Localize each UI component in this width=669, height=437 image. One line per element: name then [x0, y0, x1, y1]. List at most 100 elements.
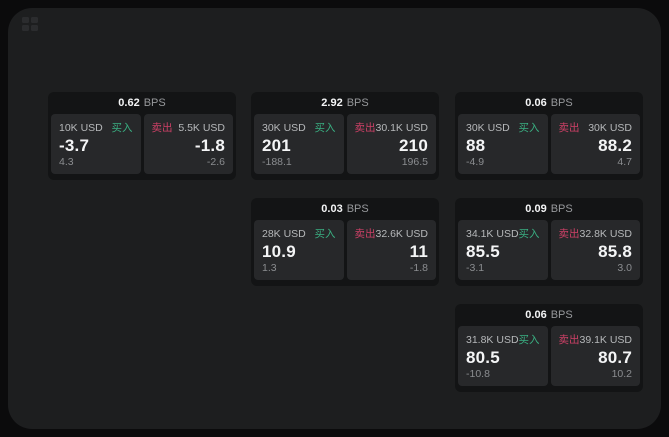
- buy-side-label: 买入: [111, 122, 133, 134]
- buy-panel-top: 31.8K USD 买入: [466, 332, 540, 347]
- sell-price: -1.8: [194, 136, 225, 155]
- sell-panel[interactable]: 卖出 5.5K USD -1.8 -2.6: [143, 114, 233, 174]
- buy-panel-top: 34.1K USD 买入: [466, 226, 540, 241]
- bps-value: 0.03: [321, 203, 343, 215]
- quote-panels: 28K USD 买入 10.9 1.3 卖出 32.6K USD 11 -1.8: [251, 220, 439, 283]
- sell-panel[interactable]: 卖出 32.6K USD 11 -1.8: [346, 220, 436, 280]
- buy-price: -3.7: [59, 136, 90, 155]
- buy-side-label: 买入: [314, 228, 336, 240]
- sell-price: 11: [409, 242, 428, 261]
- sell-panel-top: 卖出 39.1K USD: [559, 332, 633, 347]
- buy-panel[interactable]: 34.1K USD 买入 85.5 -3.1: [458, 220, 548, 280]
- buy-delta: -10.8: [466, 368, 490, 380]
- grid-menu-icon[interactable]: [22, 17, 38, 31]
- main-screen: 0.62 BPS 10K USD 买入 -3.7 4.3 卖出 5.5K USD…: [8, 8, 661, 429]
- quote-panels: 31.8K USD 买入 80.5 -10.8 卖出 39.1K USD 80.…: [455, 326, 643, 389]
- sell-amount: 30K USD: [588, 121, 632, 134]
- buy-delta: -3.1: [466, 262, 485, 274]
- quote-card: 0.06 BPS 30K USD 买入 88 -4.9 卖出 30K USD 8…: [455, 92, 643, 180]
- sell-side-label: 卖出: [558, 334, 580, 346]
- quote-card: 0.06 BPS 31.8K USD 买入 80.5 -10.8 卖出 39.1…: [455, 304, 643, 392]
- sell-panel-top: 卖出 32.8K USD: [559, 226, 633, 241]
- bps-unit-label: BPS: [550, 97, 573, 109]
- bps-header: 0.06 BPS: [455, 304, 643, 326]
- bps-value: 2.92: [321, 97, 343, 109]
- buy-panel[interactable]: 31.8K USD 买入 80.5 -10.8: [458, 326, 548, 386]
- buy-price: 88: [466, 136, 486, 155]
- sell-delta: -2.6: [206, 156, 225, 168]
- buy-delta: 4.3: [59, 156, 74, 168]
- sell-panel[interactable]: 卖出 32.8K USD 85.8 3.0: [550, 220, 640, 280]
- sell-delta: 10.2: [611, 368, 632, 380]
- buy-amount: 30K USD: [466, 121, 510, 134]
- bps-header: 2.92 BPS: [251, 92, 439, 114]
- sell-panel-top: 卖出 5.5K USD: [152, 120, 226, 135]
- buy-side-label: 买入: [518, 334, 540, 346]
- bps-unit-label: BPS: [346, 203, 369, 215]
- bps-value: 0.62: [118, 97, 140, 109]
- sell-amount: 5.5K USD: [178, 121, 225, 134]
- buy-panel[interactable]: 10K USD 买入 -3.7 4.3: [51, 114, 141, 174]
- quote-card: 0.03 BPS 28K USD 买入 10.9 1.3 卖出 32.6K US…: [251, 198, 439, 286]
- buy-price: 80.5: [466, 348, 500, 367]
- sell-delta: 196.5: [401, 156, 428, 168]
- sell-panel[interactable]: 卖出 30K USD 88.2 4.7: [550, 114, 640, 174]
- sell-delta: 4.7: [617, 156, 632, 168]
- buy-side-label: 买入: [518, 122, 540, 134]
- buy-amount: 28K USD: [262, 227, 306, 240]
- sell-side-label: 卖出: [558, 228, 580, 240]
- quote-panels: 34.1K USD 买入 85.5 -3.1 卖出 32.8K USD 85.8…: [455, 220, 643, 283]
- bps-unit-label: BPS: [550, 309, 573, 321]
- buy-side-label: 买入: [518, 228, 540, 240]
- buy-panel[interactable]: 30K USD 买入 201 -188.1: [254, 114, 344, 174]
- sell-amount: 39.1K USD: [579, 333, 633, 346]
- buy-panel-top: 28K USD 买入: [262, 226, 336, 241]
- sell-panel[interactable]: 卖出 30.1K USD 210 196.5: [346, 114, 436, 174]
- sell-side-label: 卖出: [354, 228, 376, 240]
- buy-amount: 30K USD: [262, 121, 306, 134]
- bps-header: 0.09 BPS: [455, 198, 643, 220]
- sell-amount: 32.6K USD: [375, 227, 429, 240]
- buy-delta: -188.1: [262, 156, 292, 168]
- buy-panel[interactable]: 28K USD 买入 10.9 1.3: [254, 220, 344, 280]
- sell-price: 80.7: [598, 348, 632, 367]
- sell-panel-top: 卖出 30.1K USD: [355, 120, 429, 135]
- bps-header: 0.03 BPS: [251, 198, 439, 220]
- bps-unit-label: BPS: [346, 97, 369, 109]
- sell-panel[interactable]: 卖出 39.1K USD 80.7 10.2: [550, 326, 640, 386]
- buy-price: 85.5: [466, 242, 500, 261]
- bps-value: 0.06: [525, 97, 547, 109]
- sell-price: 85.8: [598, 242, 632, 261]
- sell-delta: -1.8: [409, 262, 428, 274]
- bps-value: 0.06: [525, 309, 547, 321]
- sell-side-label: 卖出: [558, 122, 580, 134]
- sell-delta: 3.0: [617, 262, 632, 274]
- sell-amount: 32.8K USD: [579, 227, 633, 240]
- sell-panel-top: 卖出 32.6K USD: [355, 226, 429, 241]
- bps-unit-label: BPS: [143, 97, 166, 109]
- buy-panel-top: 30K USD 买入: [466, 120, 540, 135]
- bps-value: 0.09: [525, 203, 547, 215]
- bps-unit-label: BPS: [550, 203, 573, 215]
- quote-panels: 10K USD 买入 -3.7 4.3 卖出 5.5K USD -1.8 -2.…: [48, 114, 236, 177]
- buy-panel[interactable]: 30K USD 买入 88 -4.9: [458, 114, 548, 174]
- sell-side-label: 卖出: [151, 122, 173, 134]
- buy-amount: 31.8K USD: [466, 333, 519, 346]
- quote-card: 0.62 BPS 10K USD 买入 -3.7 4.3 卖出 5.5K USD…: [48, 92, 236, 180]
- buy-price: 201: [262, 136, 291, 155]
- buy-amount: 34.1K USD: [466, 227, 519, 240]
- quote-panels: 30K USD 买入 88 -4.9 卖出 30K USD 88.2 4.7: [455, 114, 643, 177]
- quote-card: 2.92 BPS 30K USD 买入 201 -188.1 卖出 30.1K …: [251, 92, 439, 180]
- buy-panel-top: 30K USD 买入: [262, 120, 336, 135]
- buy-delta: 1.3: [262, 262, 277, 274]
- sell-panel-top: 卖出 30K USD: [559, 120, 633, 135]
- buy-price: 10.9: [262, 242, 296, 261]
- buy-side-label: 买入: [314, 122, 336, 134]
- sell-amount: 30.1K USD: [375, 121, 429, 134]
- quote-panels: 30K USD 买入 201 -188.1 卖出 30.1K USD 210 1…: [251, 114, 439, 177]
- quote-card: 0.09 BPS 34.1K USD 买入 85.5 -3.1 卖出 32.8K…: [455, 198, 643, 286]
- buy-panel-top: 10K USD 买入: [59, 120, 133, 135]
- bps-header: 0.62 BPS: [48, 92, 236, 114]
- sell-side-label: 卖出: [354, 122, 376, 134]
